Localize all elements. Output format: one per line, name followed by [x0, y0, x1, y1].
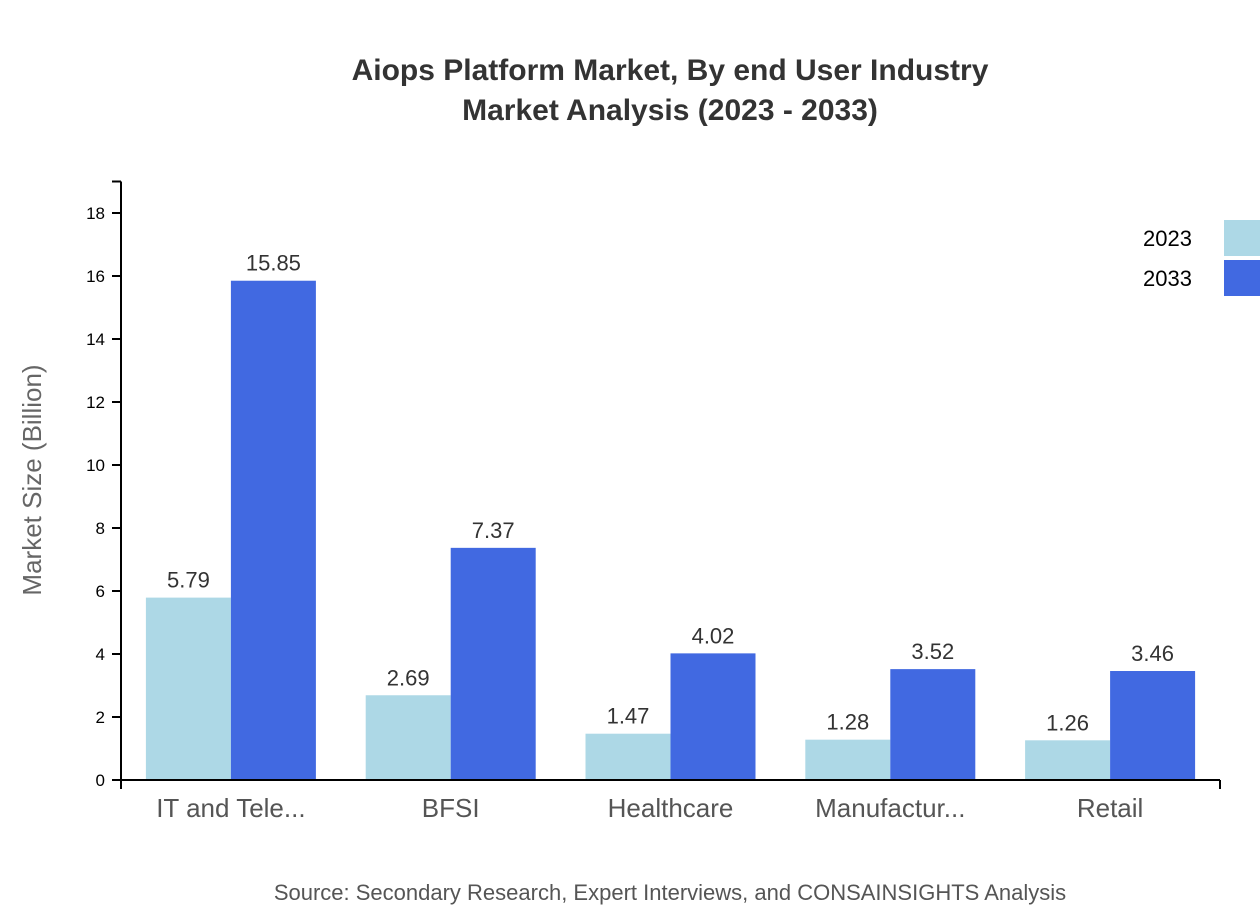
legend-label-2023: 2023	[1143, 226, 1192, 251]
source-note: Source: Secondary Research, Expert Inter…	[274, 880, 1066, 905]
data-label-2033: 15.85	[246, 251, 301, 276]
legend-swatch-2023	[1224, 220, 1260, 256]
bar-2033	[670, 653, 756, 780]
y-tick-label: 6	[96, 582, 105, 601]
y-tick-label: 10	[86, 456, 105, 475]
data-label-2023: 1.47	[607, 704, 650, 729]
chart-title: Aiops Platform Market, By end User Indus…	[352, 54, 989, 87]
bar-2023	[365, 695, 451, 780]
x-tick-label: IT and Tele...	[156, 793, 305, 823]
data-label-2033: 3.52	[911, 639, 954, 664]
bar-2023	[585, 733, 671, 780]
y-tick-label: 0	[96, 771, 105, 790]
bar-2023	[145, 597, 231, 780]
bar-2033	[1110, 671, 1196, 780]
y-tick-label: 4	[96, 645, 105, 664]
y-tick-label: 14	[86, 330, 105, 349]
data-label-2023: 1.28	[826, 710, 869, 735]
bar-2023	[805, 739, 891, 780]
data-label-2023: 1.26	[1046, 710, 1089, 735]
legend-swatch-2033	[1224, 260, 1260, 296]
data-label-2033: 7.37	[472, 518, 515, 543]
data-label-2033: 3.46	[1131, 641, 1174, 666]
legend-label-2033: 2033	[1143, 266, 1192, 291]
axes-group: 0 2 4 6 8 10 12 14 16 18 IT and Tele... BFSI Healthc…	[86, 180, 1221, 823]
data-label-2023: 2.69	[387, 665, 430, 690]
data-label-2033: 4.02	[692, 623, 735, 648]
legend: 2023 2033	[1143, 220, 1260, 296]
y-tick-label: 16	[86, 267, 105, 286]
y-tick-label: 2	[96, 708, 105, 727]
bar-2023	[1025, 740, 1111, 780]
y-tick-label: 18	[86, 204, 105, 223]
x-tick-label: Healthcare	[608, 793, 734, 823]
x-tick-label: Manufactur...	[815, 793, 965, 823]
y-tick-label: 12	[86, 393, 105, 412]
bar-2033	[230, 280, 316, 780]
data-label-2023: 5.79	[167, 568, 210, 593]
y-axis-label: Market Size (Billion)	[17, 364, 47, 595]
bar-2033	[890, 669, 976, 780]
chart-subtitle: Market Analysis (2023 - 2033)	[462, 94, 878, 127]
bar-2033	[450, 547, 536, 780]
x-tick-label: BFSI	[422, 793, 480, 823]
bars-group: 5.79 15.85 2.69 7.37 1.47 4.02 1.28 3.52 1.26 3.4…	[145, 251, 1196, 780]
y-tick-label: 8	[96, 519, 105, 538]
x-tick-label: Retail	[1077, 793, 1143, 823]
